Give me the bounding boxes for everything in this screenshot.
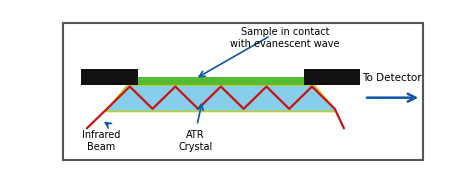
Bar	[303, 69, 360, 85]
Bar	[127, 77, 315, 85]
Text: Sample in contact
with evanescent wave: Sample in contact with evanescent wave	[230, 27, 340, 49]
Text: To Detector: To Detector	[362, 73, 421, 83]
Polygon shape	[105, 85, 337, 112]
Text: Infrared
Beam: Infrared Beam	[82, 131, 121, 152]
Bar	[82, 69, 138, 85]
Text: ATR
Crystal: ATR Crystal	[178, 131, 212, 152]
